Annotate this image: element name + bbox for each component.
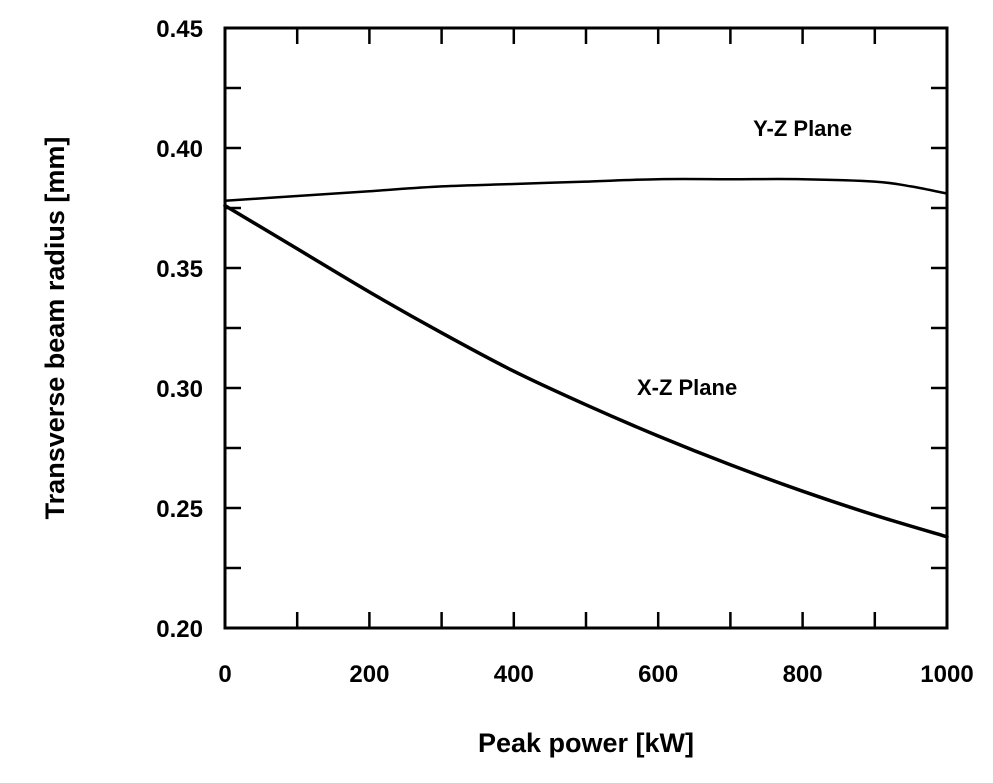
tick-labels: 0 200 400 600 800 1000 0.20 0.25 0.30 0.35 0.40 0.4… [156,16,973,688]
label-x-z-plane: X-Z Plane [637,375,737,400]
label-y-z-plane: Y-Z Plane [753,116,852,141]
y-tick-label: 0.35 [156,256,203,283]
ticks [225,28,947,628]
y-axis-title: Transverse beam radius [mm] [40,137,70,520]
x-tick-label: 1000 [920,661,973,688]
y-tick-label: 0.25 [156,496,203,523]
x-axis-title: Peak power [kW] [478,728,694,758]
y-tick-label: 0.30 [156,376,203,403]
y-tick-label: 0.40 [156,136,203,163]
series-line-y-z-plane [223,177,949,203]
y-tick-label: 0.20 [156,616,203,643]
x-tick-label: 600 [638,661,678,688]
x-tick-label: 0 [218,661,231,688]
series-lines [223,177,949,539]
y-tick-label: 0.45 [156,16,203,43]
series-line-x-z-plane [223,203,949,539]
x-tick-label: 200 [349,661,389,688]
x-tick-label: 800 [783,661,823,688]
x-tick-label: 400 [494,661,534,688]
annotations: Y-Z Plane X-Z Plane [637,116,852,400]
